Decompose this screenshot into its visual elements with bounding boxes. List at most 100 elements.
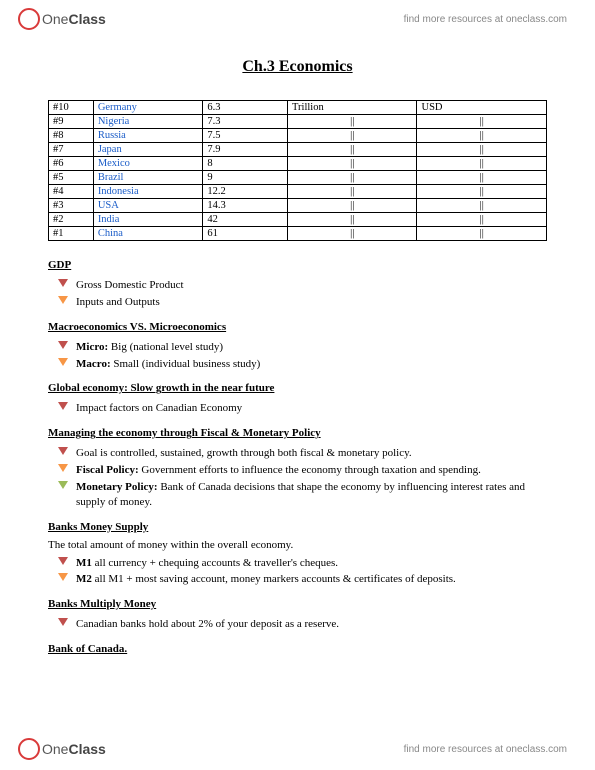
page-header: OneClass find more resources at oneclass…: [0, 0, 595, 34]
cell-currency: ||: [417, 143, 547, 157]
list-item: Monetary Policy: Bank of Canada decision…: [76, 479, 547, 511]
cell-value: 42: [203, 213, 288, 227]
cell-currency: ||: [417, 185, 547, 199]
cell-currency: ||: [417, 199, 547, 213]
list-item-text: Small (individual business study): [111, 358, 261, 370]
list-item: M1 all currency + chequing accounts & tr…: [76, 555, 547, 572]
cell-unit: ||: [288, 227, 417, 241]
country-link[interactable]: Nigeria: [98, 116, 130, 127]
brand-logo: OneClass: [18, 8, 106, 30]
footer-resources-link[interactable]: find more resources at oneclass.com: [404, 744, 567, 755]
cell-value: 9: [203, 171, 288, 185]
list-item: Impact factors on Canadian Economy: [76, 400, 547, 417]
list-item-bold: Macro:: [76, 358, 111, 370]
cell-currency: USD: [417, 101, 547, 115]
cell-country: Japan: [93, 143, 203, 157]
cell-rank: #8: [49, 129, 94, 143]
list-item-bold: Micro:: [76, 341, 108, 353]
cell-currency: ||: [417, 227, 547, 241]
section-head-global: Global economy: Slow growth in the near …: [48, 382, 547, 394]
list-item-bold: M1: [76, 557, 92, 569]
cell-country: Indonesia: [93, 185, 203, 199]
cell-country: India: [93, 213, 203, 227]
list-item-text: Big (national level study): [108, 341, 223, 353]
list-item: Macro: Small (individual business study): [76, 356, 547, 373]
country-link[interactable]: Indonesia: [98, 186, 139, 197]
page-title: Ch.3 Economics: [48, 58, 547, 76]
table-row: #1China61||||: [49, 227, 547, 241]
cell-unit: ||: [288, 199, 417, 213]
cell-unit: ||: [288, 129, 417, 143]
list-item-text: all currency + chequing accounts & trave…: [92, 557, 338, 569]
country-link[interactable]: Russia: [98, 130, 126, 141]
section-head-macro: Macroeconomics VS. Microeconomics: [48, 321, 547, 333]
cell-currency: ||: [417, 129, 547, 143]
country-link[interactable]: USA: [98, 200, 119, 211]
cell-unit: ||: [288, 143, 417, 157]
cell-unit: ||: [288, 185, 417, 199]
table-row: #7Japan7.9||||: [49, 143, 547, 157]
list-item: Goal is controlled, sustained, growth th…: [76, 445, 547, 462]
header-resources-link[interactable]: find more resources at oneclass.com: [404, 14, 567, 25]
country-link[interactable]: Mexico: [98, 158, 130, 169]
cell-rank: #2: [49, 213, 94, 227]
cell-unit: ||: [288, 115, 417, 129]
brand-logo-footer: OneClass: [18, 738, 106, 760]
cell-rank: #10: [49, 101, 94, 115]
cell-rank: #5: [49, 171, 94, 185]
table-row: #4Indonesia12.2||||: [49, 185, 547, 199]
list-global: Impact factors on Canadian Economy: [48, 400, 547, 417]
table-row: #5Brazil9||||: [49, 171, 547, 185]
list-item: Inputs and Outputs: [76, 294, 547, 311]
cell-country: China: [93, 227, 203, 241]
section-head-supply: Banks Money Supply: [48, 521, 547, 533]
logo-circle-icon: [18, 8, 40, 30]
cell-country: Mexico: [93, 157, 203, 171]
cell-value: 7.5: [203, 129, 288, 143]
section-head-gdp: GDP: [48, 259, 547, 271]
list-item: Micro: Big (national level study): [76, 339, 547, 356]
country-link[interactable]: Brazil: [98, 172, 124, 183]
table-row: #2India42||||: [49, 213, 547, 227]
section-head-policy: Managing the economy through Fiscal & Mo…: [48, 427, 547, 439]
cell-unit: ||: [288, 157, 417, 171]
brand-class: Class: [68, 11, 105, 27]
list-supply: M1 all currency + chequing accounts & tr…: [48, 555, 547, 589]
cell-value: 61: [203, 227, 288, 241]
list-item-text: all M1 + most saving account, money mark…: [92, 573, 456, 585]
list-item-bold: M2: [76, 573, 92, 585]
cell-rank: #9: [49, 115, 94, 129]
list-policy: Goal is controlled, sustained, growth th…: [48, 445, 547, 510]
table-row: #6Mexico8||||: [49, 157, 547, 171]
cell-rank: #1: [49, 227, 94, 241]
list-item: Gross Domestic Product: [76, 277, 547, 294]
cell-country: USA: [93, 199, 203, 213]
cell-value: 8: [203, 157, 288, 171]
list-item-bold: Monetary Policy:: [76, 481, 158, 493]
country-link[interactable]: Japan: [98, 144, 122, 155]
list-multiply: Canadian banks hold about 2% of your dep…: [48, 616, 547, 633]
cell-value: 12.2: [203, 185, 288, 199]
cell-country: Nigeria: [93, 115, 203, 129]
cell-value: 14.3: [203, 199, 288, 213]
cell-value: 7.9: [203, 143, 288, 157]
section-head-multiply: Banks Multiply Money: [48, 598, 547, 610]
cell-currency: ||: [417, 213, 547, 227]
brand-text-footer: OneClass: [42, 741, 106, 757]
country-link[interactable]: China: [98, 228, 123, 239]
supply-intro: The total amount of money within the ove…: [48, 539, 547, 551]
cell-rank: #6: [49, 157, 94, 171]
logo-circle-icon: [18, 738, 40, 760]
country-link[interactable]: India: [98, 214, 120, 225]
list-item-bold: Fiscal Policy:: [76, 464, 139, 476]
table-row: #8Russia7.5||||: [49, 129, 547, 143]
list-item: M2 all M1 + most saving account, money m…: [76, 571, 547, 588]
cell-rank: #3: [49, 199, 94, 213]
list-item: Canadian banks hold about 2% of your dep…: [76, 616, 547, 633]
cell-country: Brazil: [93, 171, 203, 185]
brand-one: One: [42, 11, 68, 27]
cell-value: 7.3: [203, 115, 288, 129]
cell-unit: ||: [288, 213, 417, 227]
country-link[interactable]: Germany: [98, 102, 137, 113]
list-item-text: Government efforts to influence the econ…: [139, 464, 481, 476]
